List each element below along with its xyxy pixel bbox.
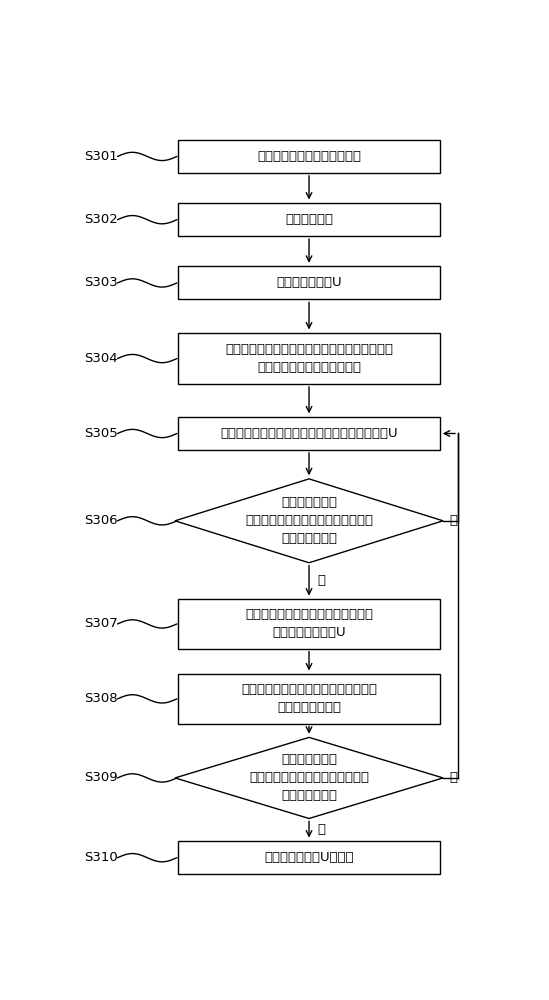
Text: 根据改变的边界条件和载荷值对机械臂
进行实际温度测试: 根据改变的边界条件和载荷值对机械臂 进行实际温度测试	[241, 683, 377, 714]
Text: 建立热仿真模型U: 建立热仿真模型U	[276, 276, 342, 289]
FancyBboxPatch shape	[178, 841, 440, 874]
Text: S304: S304	[84, 352, 117, 365]
Polygon shape	[175, 479, 443, 563]
Text: S302: S302	[83, 213, 117, 226]
FancyBboxPatch shape	[178, 203, 440, 236]
Text: 是: 是	[317, 574, 326, 587]
Text: 改变仿真分析的边界条件和载荷值，
并输入热仿真模型U: 改变仿真分析的边界条件和载荷值， 并输入热仿真模型U	[245, 608, 373, 639]
Text: 将边界条件、载荷值和等效参数输入热仿真模型U: 将边界条件、载荷值和等效参数输入热仿真模型U	[220, 427, 398, 440]
FancyBboxPatch shape	[178, 140, 440, 173]
FancyBboxPatch shape	[178, 266, 440, 299]
Text: S301: S301	[83, 150, 117, 163]
Text: S305: S305	[83, 427, 117, 440]
Polygon shape	[175, 737, 443, 818]
Text: S303: S303	[83, 276, 117, 289]
Text: 定义材料参数: 定义材料参数	[285, 213, 333, 226]
Text: S308: S308	[84, 692, 117, 705]
FancyBboxPatch shape	[178, 333, 440, 384]
Text: S309: S309	[84, 771, 117, 784]
Text: 完成热仿真模型U的建立: 完成热仿真模型U的建立	[264, 851, 354, 864]
Text: 输入机械臂结构设计三维模型: 输入机械臂结构设计三维模型	[257, 150, 361, 163]
Text: S310: S310	[83, 851, 117, 864]
FancyBboxPatch shape	[178, 674, 440, 724]
FancyBboxPatch shape	[178, 599, 440, 649]
FancyBboxPatch shape	[178, 417, 440, 450]
Text: 是: 是	[317, 823, 326, 836]
Text: S306: S306	[84, 514, 117, 527]
Text: 否: 否	[450, 514, 458, 527]
Text: 输出的仿真结果
与实际温度测试结果是否一致或在
限定误差范围内: 输出的仿真结果 与实际温度测试结果是否一致或在 限定误差范围内	[249, 753, 369, 802]
Text: 输出的仿真结果
与机械臂温度测试结果是否一致或在
限定误差范围内: 输出的仿真结果 与机械臂温度测试结果是否一致或在 限定误差范围内	[245, 496, 373, 545]
Text: 根据机械臂实验测试时的边界条件和载荷值确定
仿真分析的边界条件和载荷值: 根据机械臂实验测试时的边界条件和载荷值确定 仿真分析的边界条件和载荷值	[225, 343, 393, 374]
Text: S307: S307	[83, 617, 117, 630]
Text: 否: 否	[450, 771, 458, 784]
